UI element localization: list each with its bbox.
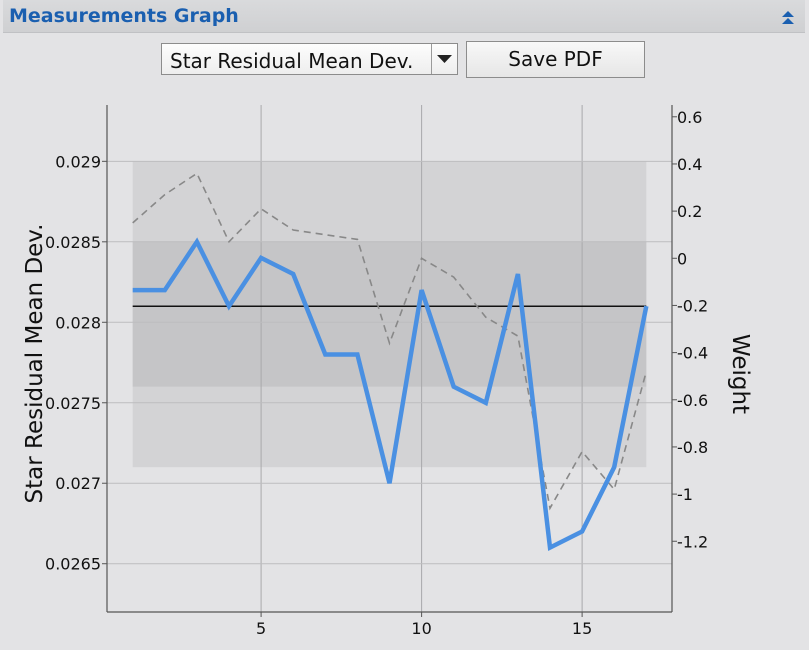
weight-series-line — [132, 172, 648, 511]
x-tick-label: 15 — [572, 619, 592, 638]
y2-tick-label: -0.4 — [677, 344, 708, 363]
metric-series-line — [132, 237, 649, 552]
collapse-up-icon[interactable] — [779, 8, 797, 26]
chevron-down-icon[interactable] — [431, 44, 457, 74]
y-tick-label: 0.028 — [55, 313, 101, 332]
y-axis-title: Star Residual Mean Dev. — [22, 224, 48, 504]
y2-tick-label: -0.2 — [677, 296, 708, 315]
save-pdf-button[interactable]: Save PDF — [466, 41, 645, 78]
x-tick-label: 5 — [256, 619, 266, 638]
y2-tick-label: 0 — [677, 249, 687, 268]
y-tick-label: 0.027 — [55, 474, 101, 493]
y-tick-label: 0.0285 — [45, 233, 101, 252]
y2-tick-label: -1 — [677, 485, 693, 504]
y-tick-label: 0.0275 — [45, 394, 101, 413]
panel-title: Measurements Graph — [9, 5, 239, 27]
x-tick-label: 10 — [411, 619, 431, 638]
y2-tick-label: 0.6 — [677, 108, 702, 127]
y2-tick-label: -1.2 — [677, 532, 708, 551]
y2-tick-label: -0.8 — [677, 438, 708, 457]
y-tick-label: 0.029 — [55, 152, 101, 171]
y2-tick-label: 0.4 — [677, 155, 702, 174]
y-tick-label: 0.0265 — [45, 555, 101, 574]
metric-select[interactable]: Star Residual Mean Dev. — [161, 43, 458, 75]
inner-band — [132, 241, 647, 387]
y2-axis-title: Weight — [727, 334, 753, 414]
metric-select-value: Star Residual Mean Dev. — [170, 49, 414, 73]
panel-header: Measurements Graph — [3, 0, 805, 33]
y2-tick-label: 0.2 — [677, 202, 702, 221]
y2-tick-label: -0.6 — [677, 391, 708, 410]
